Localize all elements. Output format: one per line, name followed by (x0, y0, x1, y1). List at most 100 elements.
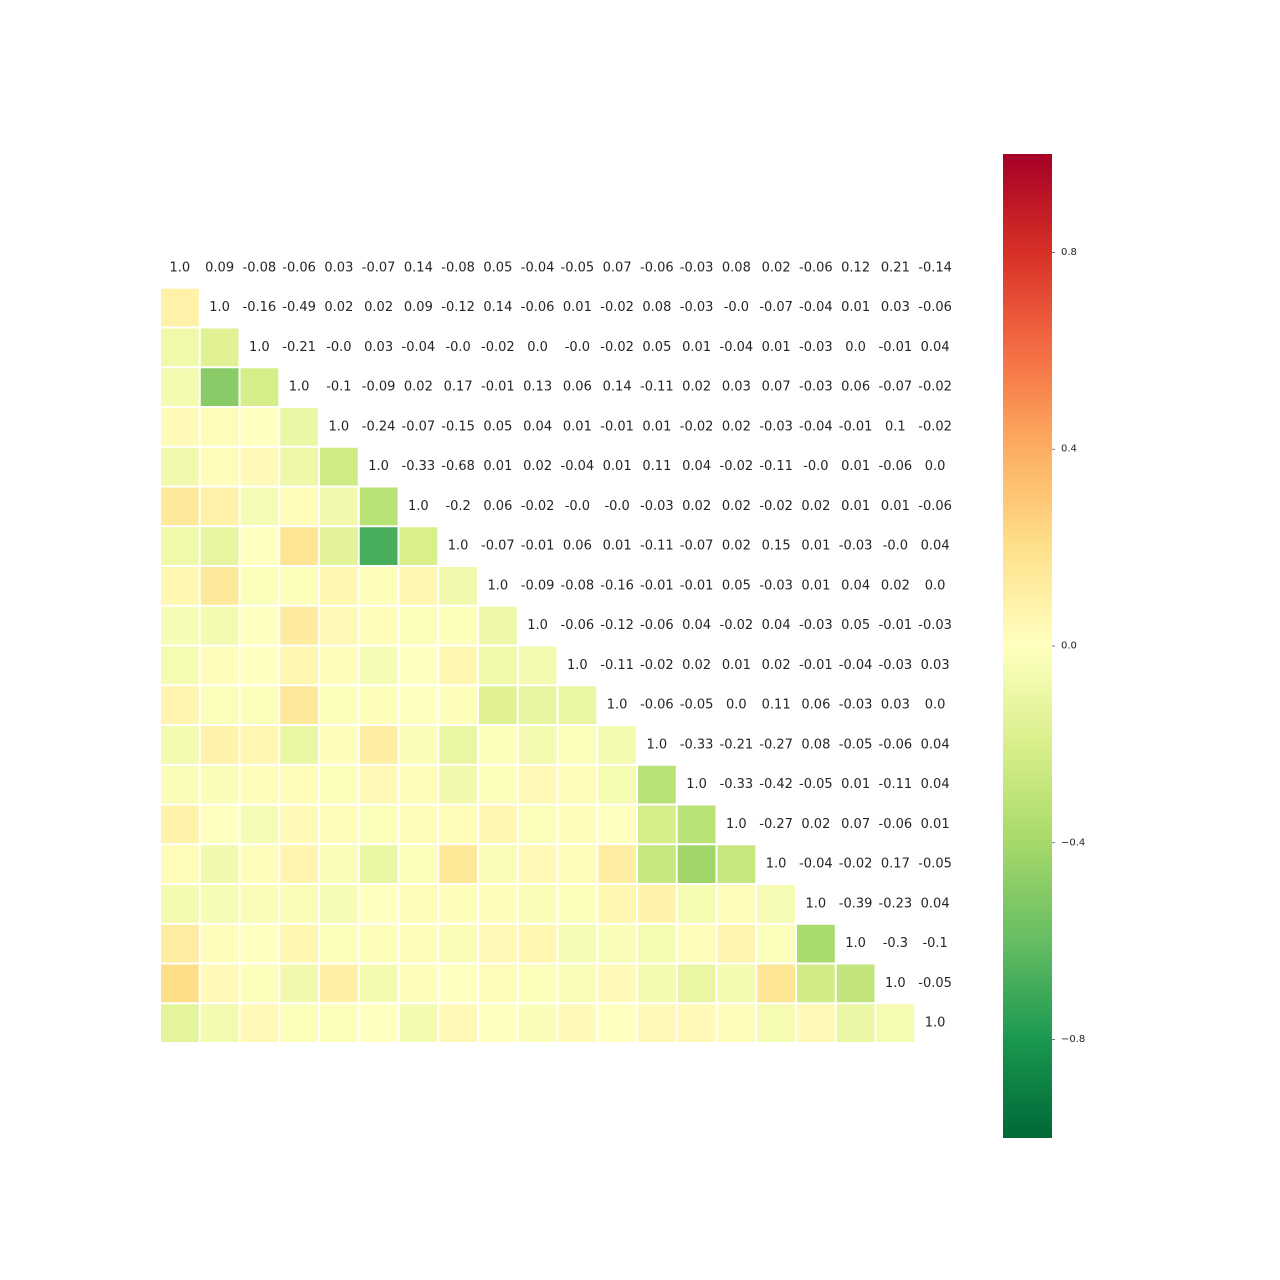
cell-annotation: -0.02 (720, 618, 754, 633)
cell-annotation: -0.06 (799, 260, 833, 275)
heatmap-cell (439, 647, 477, 685)
cell-annotation: 0.02 (364, 300, 393, 315)
cell-annotation: -0.07 (362, 260, 396, 275)
cell-annotation: 1.0 (925, 1016, 946, 1031)
cell-annotation: 0.07 (841, 817, 870, 832)
cell-annotation: -0.05 (561, 260, 595, 275)
heatmap-cell (439, 686, 477, 724)
heatmap-cell (161, 647, 199, 685)
heatmap-cell (360, 925, 398, 963)
heatmap-cell (439, 766, 477, 804)
heatmap-cell (797, 925, 835, 963)
heatmap-cell (400, 806, 438, 844)
cell-annotation: 0.02 (762, 260, 791, 275)
cell-annotation: 0.04 (682, 459, 711, 474)
cell-annotation: -0.01 (839, 419, 873, 434)
heatmap-cell (320, 885, 358, 923)
heatmap-cell (400, 845, 438, 883)
heatmap-cell (320, 766, 358, 804)
heatmap-cell (479, 806, 517, 844)
heatmap-cell (439, 845, 477, 883)
heatmap-cell (280, 686, 318, 724)
heatmap-cell (678, 885, 716, 923)
cell-annotation: 0.02 (881, 578, 910, 593)
heatmap-cell (638, 806, 676, 844)
heatmap-cell (241, 726, 279, 764)
heatmap-cell (638, 845, 676, 883)
heatmap-cell (201, 408, 239, 446)
cell-annotation: 0.04 (921, 737, 950, 752)
heatmap-cell (320, 488, 358, 526)
cell-annotation: 0.01 (682, 340, 711, 355)
heatmap-cell (678, 925, 716, 963)
heatmap-cell (201, 726, 239, 764)
cell-annotation: -0.0 (724, 300, 749, 315)
cell-annotation: 0.02 (682, 658, 711, 673)
heatmap-cell (241, 408, 279, 446)
cell-annotation: 1.0 (329, 419, 350, 434)
cell-annotation: 0.07 (603, 260, 632, 275)
cell-annotation: -0.02 (918, 380, 952, 395)
cell-annotation: -0.33 (720, 777, 754, 792)
heatmap-cell (320, 806, 358, 844)
cell-annotation: -0.05 (918, 976, 952, 991)
heatmap-cell (479, 885, 517, 923)
heatmap-cell (598, 806, 636, 844)
cell-annotation: 1.0 (249, 340, 270, 355)
heatmap-cell (320, 965, 358, 1003)
heatmap-cell (400, 726, 438, 764)
heatmap-cell (280, 1004, 318, 1042)
heatmap-cell (519, 766, 557, 804)
heatmap-cell (439, 925, 477, 963)
heatmap-cell (519, 806, 557, 844)
heatmap-cell (201, 488, 239, 526)
heatmap-cell (280, 488, 318, 526)
cell-annotation: 0.03 (881, 300, 910, 315)
heatmap-cell (201, 806, 239, 844)
heatmap-cell (837, 1004, 875, 1042)
cell-annotation: -0.0 (326, 340, 351, 355)
heatmap-cell (201, 448, 239, 486)
heatmap-cell (519, 845, 557, 883)
cell-annotation: 0.05 (841, 618, 870, 633)
heatmap-cell (161, 686, 199, 724)
cell-annotation: -0.05 (839, 737, 873, 752)
heatmap-cell (400, 925, 438, 963)
heatmap-cell (598, 885, 636, 923)
heatmap-cell (280, 448, 318, 486)
cell-annotation: -0.1 (326, 380, 351, 395)
cell-annotation: -0.03 (759, 419, 793, 434)
cell-annotation: 0.01 (801, 539, 830, 554)
heatmap-cell (161, 806, 199, 844)
cell-annotation: 0.0 (845, 340, 866, 355)
cell-annotation: 0.01 (841, 777, 870, 792)
cell-annotation: 0.0 (527, 340, 548, 355)
heatmap-cell (837, 965, 875, 1003)
cell-annotation: 0.14 (404, 260, 433, 275)
heatmap-cell (320, 567, 358, 605)
cell-annotation: -0.01 (879, 618, 913, 633)
cell-annotation: -0.02 (521, 499, 555, 514)
colorbar-tick-label: 0.0 (1061, 641, 1077, 652)
cell-annotation: 0.21 (881, 260, 910, 275)
heatmap-cell (479, 925, 517, 963)
cell-annotation: 0.02 (801, 817, 830, 832)
heatmap-cell (201, 686, 239, 724)
heatmap-cell (201, 607, 239, 645)
heatmap-cell (320, 448, 358, 486)
cell-annotation: -0.07 (759, 300, 793, 315)
heatmap-cell (400, 1004, 438, 1042)
cell-annotation: 0.09 (404, 300, 433, 315)
heatmap-cell (360, 527, 398, 565)
cell-annotation: 0.01 (801, 578, 830, 593)
heatmap-cell (280, 527, 318, 565)
cell-annotation: 1.0 (170, 260, 191, 275)
cell-annotation: 0.01 (642, 419, 671, 434)
heatmap-cell (519, 925, 557, 963)
colorbar-ticks: 0.8 0.4 0.0 −0.4 −0.8 (1052, 247, 1085, 1045)
cell-annotation: -0.0 (883, 539, 908, 554)
heatmap-cell (280, 408, 318, 446)
heatmap-cell (241, 647, 279, 685)
heatmap-cell (161, 885, 199, 923)
